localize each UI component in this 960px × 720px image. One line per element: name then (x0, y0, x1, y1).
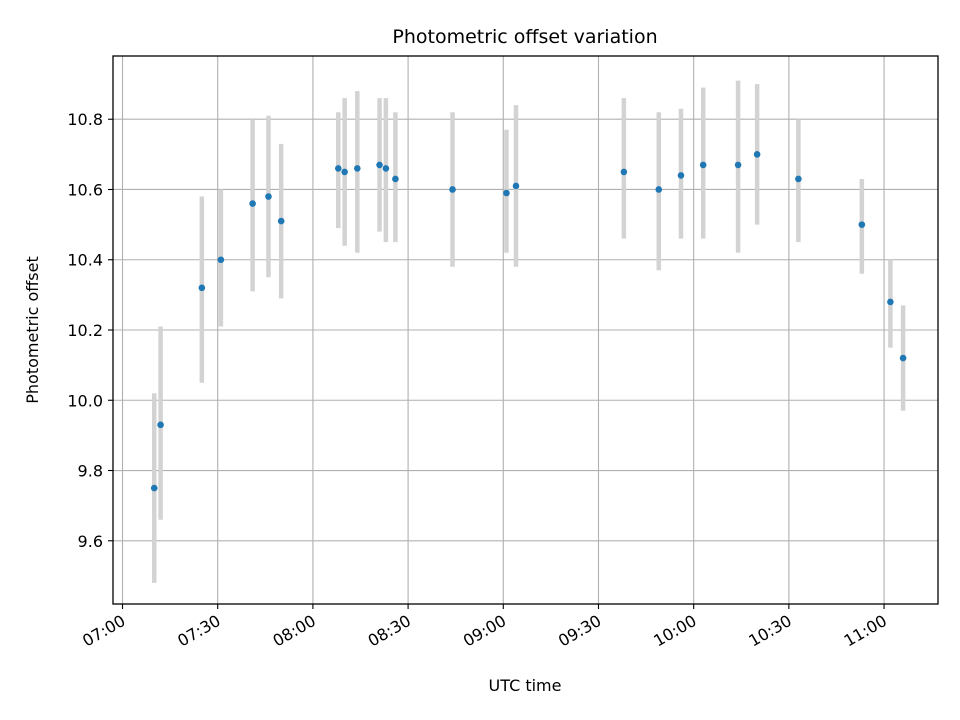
data-point (341, 168, 348, 176)
data-point (899, 354, 907, 362)
y-tick-label: 10.6 (67, 180, 103, 199)
data-point (265, 193, 272, 200)
data-point (277, 217, 285, 225)
y-tick-label: 10.2 (67, 321, 103, 340)
y-tick-label: 10.4 (67, 251, 103, 270)
data-point (858, 221, 866, 228)
data-point (677, 172, 685, 179)
grid (113, 56, 938, 604)
data-point (249, 200, 256, 207)
data-point (217, 256, 225, 264)
data-point (887, 298, 894, 306)
data-point (503, 189, 510, 197)
data-point (449, 186, 456, 193)
data-point (376, 161, 383, 169)
data-point (334, 165, 342, 172)
data-point (150, 484, 158, 492)
y-tick-label: 9.6 (78, 532, 103, 551)
data-point (620, 168, 628, 176)
y-axis-label: Photometric offset (23, 256, 42, 404)
data-point (699, 161, 707, 169)
data-point (198, 284, 206, 292)
data-point (734, 161, 742, 169)
data-point (512, 182, 520, 190)
y-tick-label: 10.0 (67, 391, 103, 410)
chart-title: Photometric offset variation (392, 26, 657, 48)
data-point (354, 165, 361, 172)
data-point (392, 175, 399, 183)
data-point (795, 175, 802, 183)
data-points (150, 151, 907, 492)
data-point (382, 165, 390, 172)
data-point (157, 421, 164, 429)
data-point (753, 151, 761, 158)
x-axis-label: UTC time (489, 676, 562, 695)
y-tick-label: 10.8 (67, 110, 103, 129)
y-tick-label: 9.8 (78, 462, 103, 481)
data-point (655, 186, 663, 193)
